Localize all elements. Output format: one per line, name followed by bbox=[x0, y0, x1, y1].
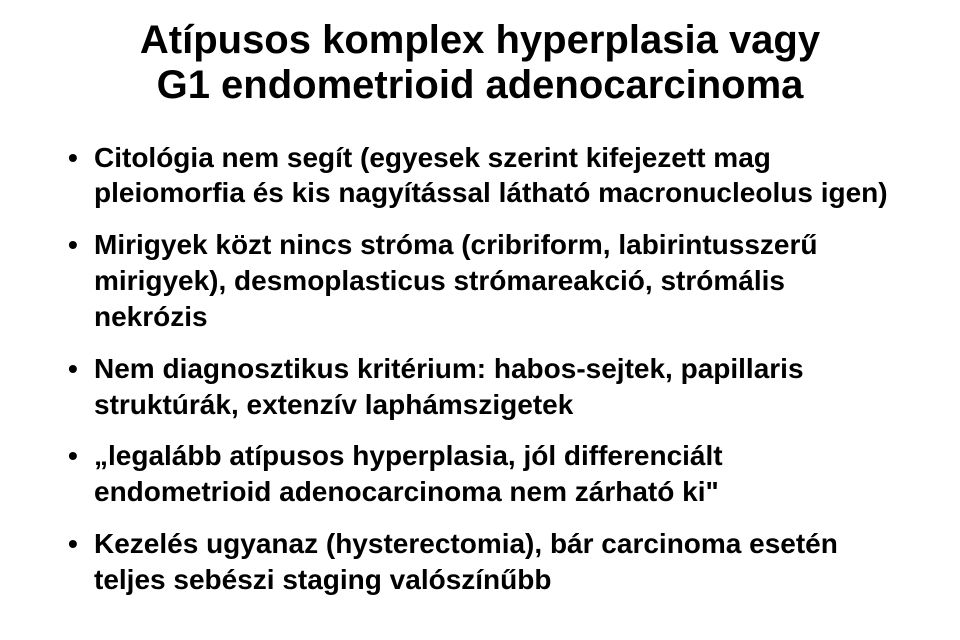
bullet-item: Kezelés ugyanaz (hysterectomia), bár car… bbox=[64, 526, 896, 598]
bullet-list: Citológia nem segít (egyesek szerint kif… bbox=[64, 140, 896, 598]
title-line-1: Atípusos komplex hyperplasia vagy bbox=[64, 18, 896, 63]
bullet-item: Mirigyek közt nincs stróma (cribriform, … bbox=[64, 227, 896, 334]
bullet-item: Citológia nem segít (egyesek szerint kif… bbox=[64, 140, 896, 212]
slide: Atípusos komplex hyperplasia vagy G1 end… bbox=[0, 0, 960, 640]
bullet-item: „legalább atípusos hyperplasia, jól diff… bbox=[64, 438, 896, 510]
title-line-2: G1 endometrioid adenocarcinoma bbox=[64, 63, 896, 108]
bullet-item: Nem diagnosztikus kritérium: habos-sejte… bbox=[64, 351, 896, 423]
slide-title: Atípusos komplex hyperplasia vagy G1 end… bbox=[64, 18, 896, 108]
